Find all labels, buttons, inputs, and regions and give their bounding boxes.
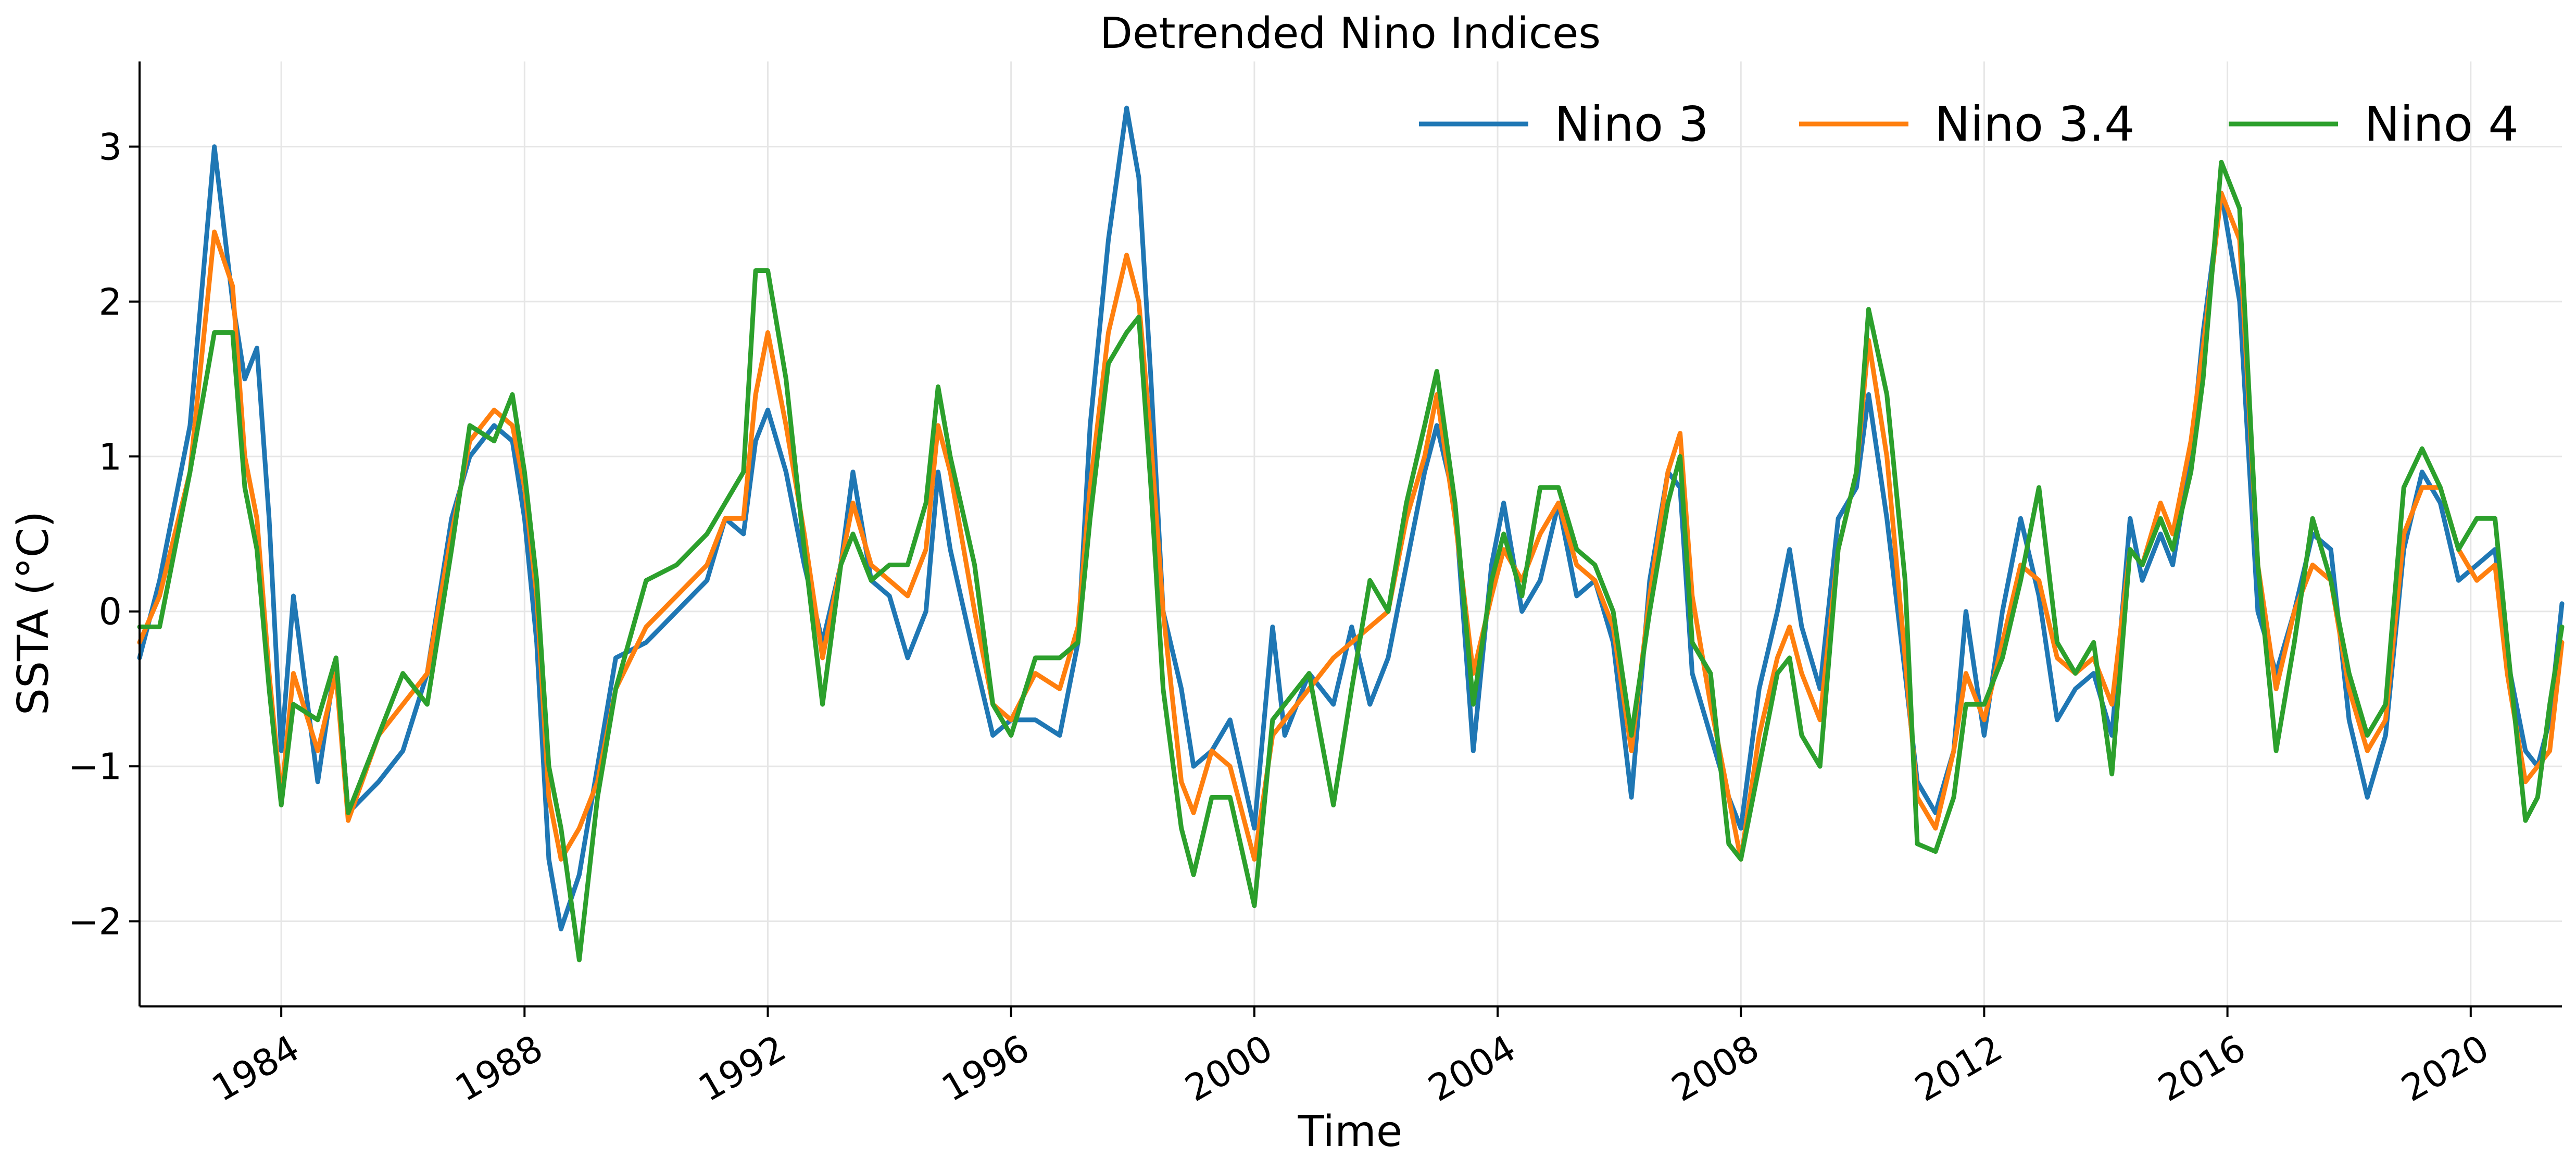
x-tick-label: 2000 <box>1178 1027 1279 1110</box>
chart-title: Detrended Nino Indices <box>1100 9 1601 58</box>
grid <box>140 61 2562 1006</box>
legend: Nino 3 Nino 3.4 Nino 4 <box>1419 96 2519 152</box>
axes <box>139 61 2562 1007</box>
x-tick-label: 2008 <box>1664 1027 1766 1110</box>
x-ticks: 1984 1988 1992 1996 2000 2004 2008 2012 2016 2020 <box>205 1006 2496 1110</box>
y-tick-label: 3 <box>98 126 122 169</box>
x-tick-label: 2016 <box>2151 1027 2253 1110</box>
x-tick-label: 1996 <box>935 1027 1036 1110</box>
y-tick-label: 2 <box>98 281 122 323</box>
x-tick-label: 2012 <box>1908 1027 2009 1110</box>
x-tick-label: 1988 <box>448 1027 550 1110</box>
y-tick-label: 1 <box>98 435 122 478</box>
y-tick-label: −1 <box>68 745 122 788</box>
x-tick-label: 1984 <box>205 1027 306 1110</box>
series-line-2 <box>137 191 2565 862</box>
y-axis-title: SSTA (°C) <box>9 511 58 715</box>
x-axis-title: Time <box>1298 1107 1403 1156</box>
series-line-3 <box>137 159 2565 963</box>
legend-label: Nino 4 <box>2364 96 2519 152</box>
legend-label: Nino 3 <box>1554 96 1709 152</box>
x-tick-label: 1992 <box>692 1027 793 1110</box>
legend-label: Nino 3.4 <box>1934 96 2135 152</box>
y-ticks: −2 −1 0 1 2 3 <box>68 126 140 943</box>
x-tick-label: 2020 <box>2394 1027 2496 1110</box>
y-tick-label: 0 <box>98 591 122 633</box>
series-lines <box>137 105 2565 963</box>
series-line-1 <box>137 105 2565 931</box>
x-tick-label: 2004 <box>1421 1027 1523 1110</box>
y-tick-label: −2 <box>68 900 122 943</box>
